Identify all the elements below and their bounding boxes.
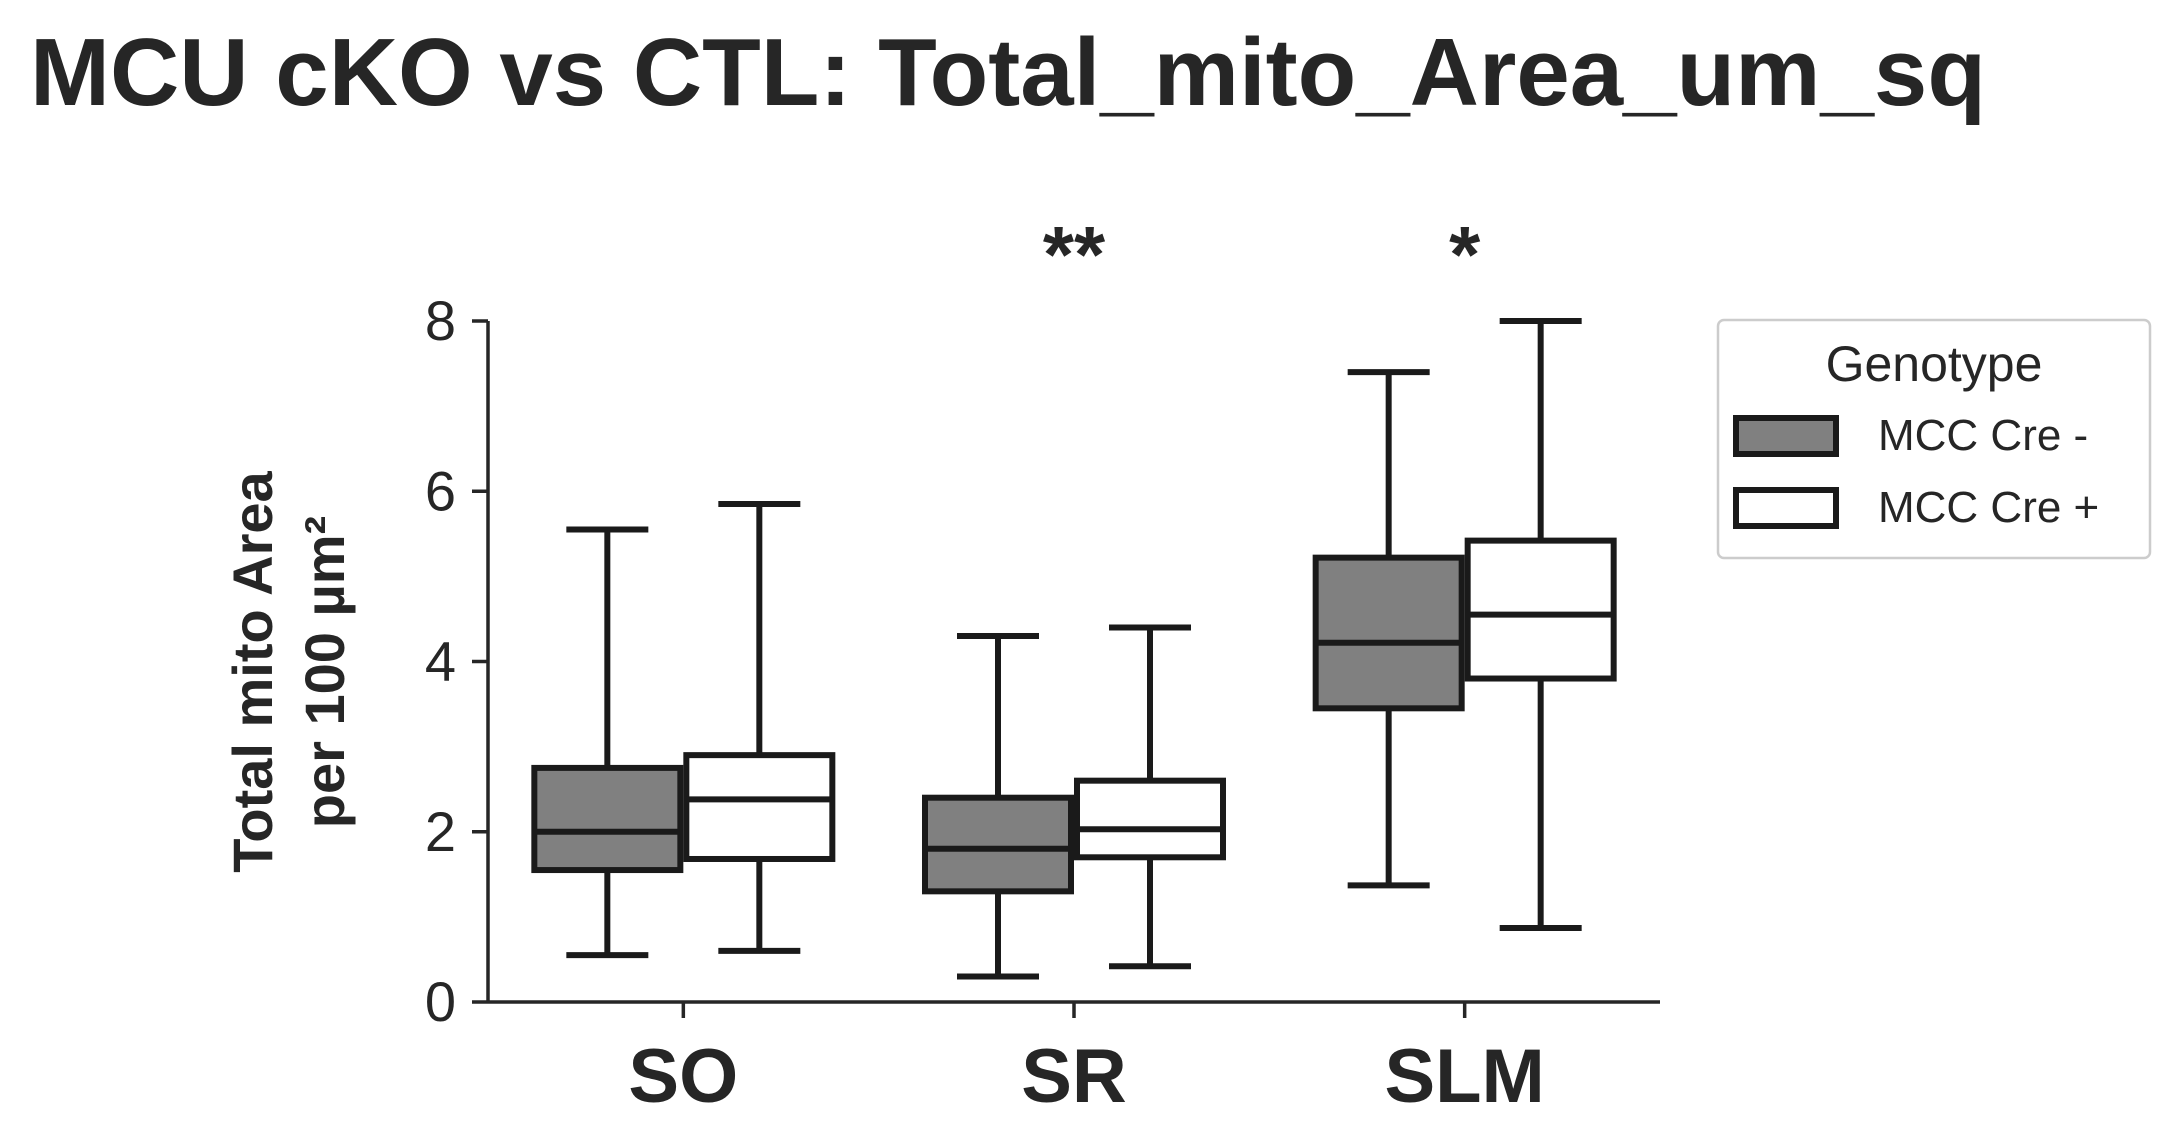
x-tick-label: SLM bbox=[1384, 1034, 1544, 1119]
y-tick-label: 0 bbox=[425, 970, 456, 1033]
chart-title: MCU cKO vs CTL: Total_mito_Area_um_sq bbox=[30, 19, 1986, 126]
legend-label: MCC Cre - bbox=[1878, 411, 2088, 460]
significance-marker: * bbox=[1449, 210, 1481, 299]
significance-markers: ** * bbox=[1043, 210, 1481, 299]
iqr-box bbox=[1312, 554, 1465, 712]
box-so-series-1 bbox=[683, 501, 836, 954]
box-sr-series-0 bbox=[922, 632, 1074, 980]
box-slm-series-0 bbox=[1312, 369, 1465, 889]
legend: Genotype MCC Cre - MCC Cre + bbox=[1716, 318, 2152, 560]
x-tick-label: SR bbox=[1021, 1034, 1127, 1119]
iqr-box bbox=[1074, 777, 1226, 861]
box-sr-series-1 bbox=[1074, 624, 1226, 970]
y-axis-label-line2: per 100 µm² bbox=[293, 516, 356, 828]
boxes bbox=[531, 318, 1617, 980]
legend-swatch bbox=[1733, 487, 1839, 529]
y-tick-label: 4 bbox=[425, 630, 456, 693]
iqr-box bbox=[1464, 537, 1617, 682]
axes: 0 2 4 6 8 SO SR SLM bbox=[425, 289, 1660, 1119]
legend-title: Genotype bbox=[1826, 336, 2043, 392]
box-slm-series-1 bbox=[1464, 318, 1617, 931]
significance-marker: ** bbox=[1043, 210, 1106, 299]
iqr-box bbox=[683, 752, 836, 862]
legend-swatch bbox=[1733, 415, 1839, 457]
y-axis-label-line1: Total mito Area bbox=[221, 470, 284, 872]
legend-label: MCC Cre + bbox=[1878, 483, 2099, 532]
y-axis-label: Total mito Area per 100 µm² bbox=[221, 470, 356, 872]
y-tick-label: 2 bbox=[425, 800, 456, 863]
x-tick-label: SO bbox=[628, 1034, 738, 1119]
y-tick-label: 6 bbox=[425, 459, 456, 522]
y-tick-label: 8 bbox=[425, 289, 456, 352]
iqr-box bbox=[922, 794, 1074, 895]
iqr-box bbox=[531, 764, 684, 874]
box-so-series-0 bbox=[531, 526, 684, 959]
